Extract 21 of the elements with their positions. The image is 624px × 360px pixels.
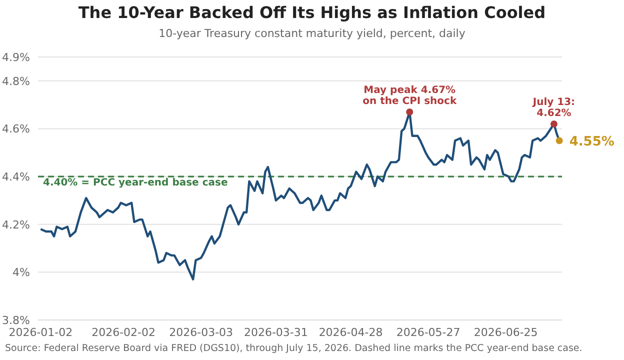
x-tick-label: 2026-04-28: [318, 326, 383, 339]
x-tick-label: 2026-05-27: [396, 326, 460, 339]
annotation: May peak 4.67% on the CPI shock: [362, 84, 457, 107]
y-tick-label: 3.8%: [2, 314, 30, 327]
x-tick-label: 2026-06-25: [474, 326, 538, 339]
annotation: 4.55%: [569, 134, 614, 150]
y-tick-label: 4.2%: [2, 218, 30, 232]
chart-subtitle: 10-year Treasury constant maturity yield, percent, daily: [158, 27, 466, 40]
y-tick-label: 4.9%: [2, 50, 30, 64]
y-tick-label: 4%: [12, 266, 30, 280]
annotation: July 13: 4.62%: [532, 96, 576, 119]
chart-title: The 10-Year Backed Off Its Highs as Inflation Cooled: [77, 3, 547, 22]
y-tick-label: 4.8%: [2, 74, 30, 88]
x-tick-label: 2026-03-03: [169, 326, 234, 339]
x-tick-label: 2026-03-31: [244, 326, 308, 339]
y-tick-label: 4.4%: [2, 170, 30, 184]
ref-line-label: 4.40% = PCC year-end base case: [43, 178, 228, 189]
x-tick-label: 2026-02-02: [92, 326, 156, 339]
source-note: Source: Federal Reserve Board via FRED (DGS10), through July 15, 2026. Dashed line marks the PCC year-end base case.: [5, 343, 582, 354]
x-tick-label: 2026-01-02: [8, 326, 73, 339]
y-tick-label: 4.6%: [2, 122, 30, 136]
